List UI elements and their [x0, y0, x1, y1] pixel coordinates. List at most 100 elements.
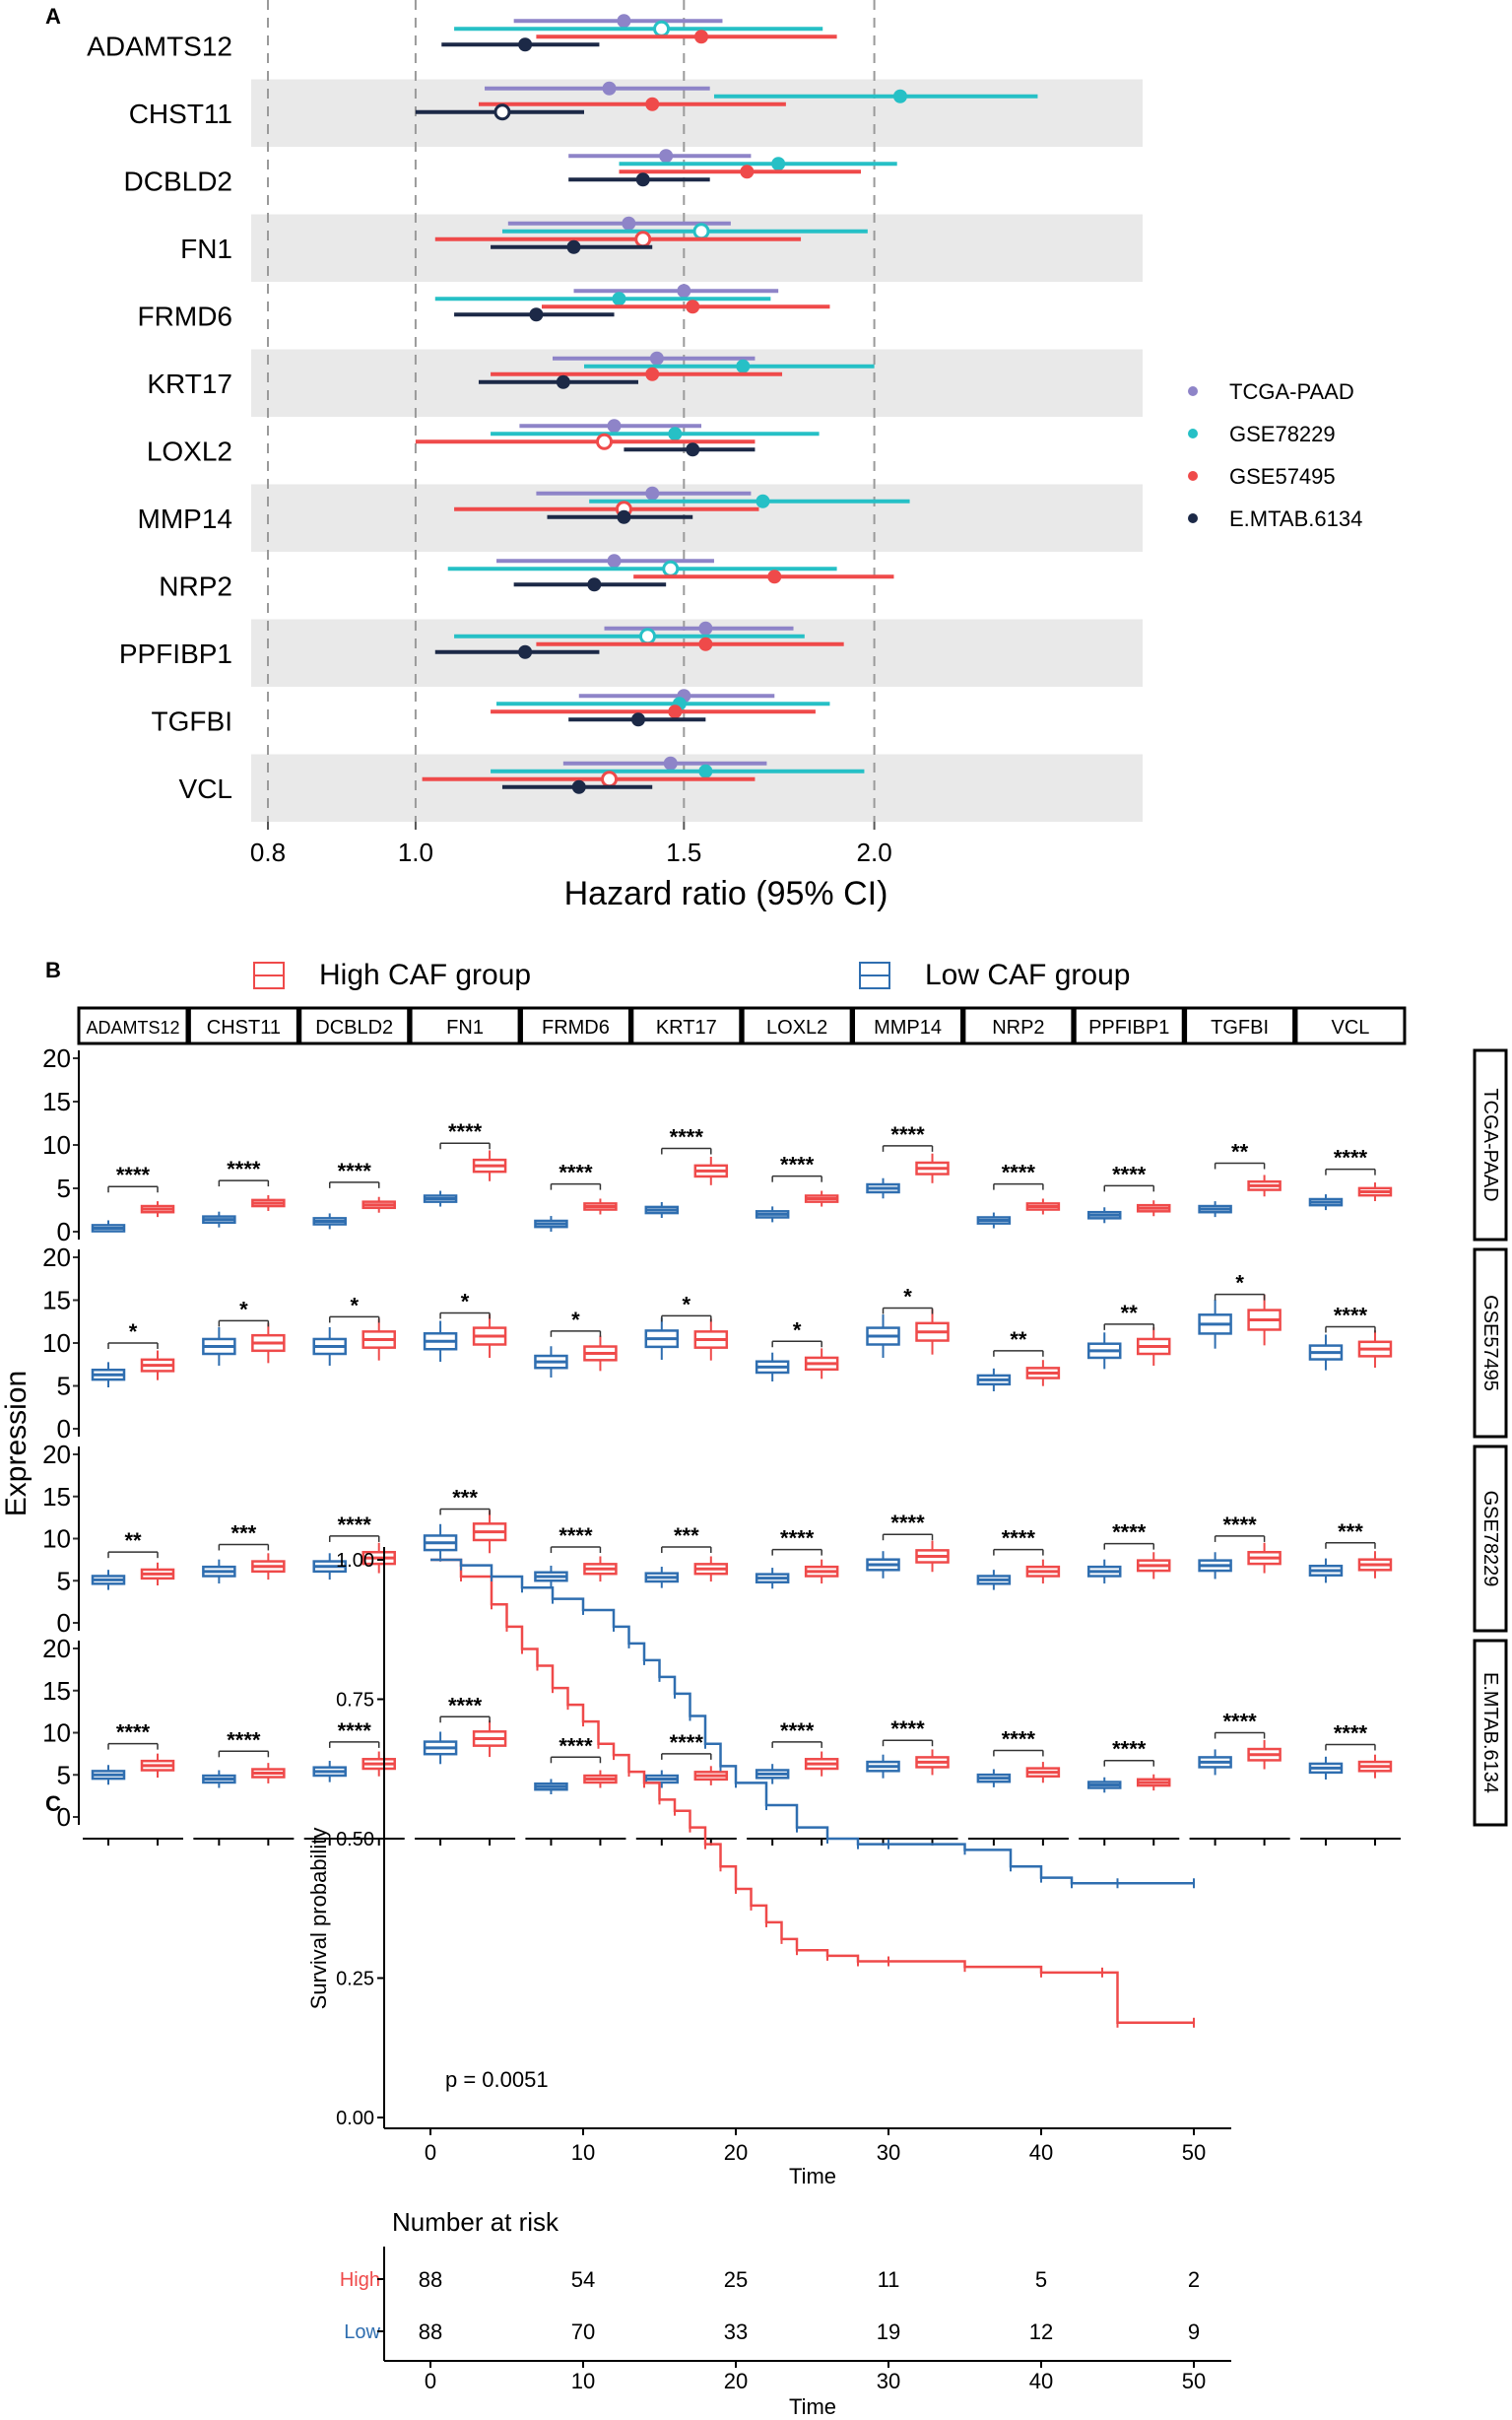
- sig-label-tcga-paad-mmp14: ****: [890, 1122, 925, 1147]
- boxplot-y-tick-tcga-paad-20: 20: [42, 1043, 71, 1073]
- forest-point-e-mtab-6134-mmp14: [617, 509, 631, 524]
- risk-row-label-low: Low: [344, 2321, 380, 2343]
- boxplot-panel: B High CAF group Low CAF group 0 5 10 15 20 TC…: [0, 958, 1508, 1846]
- forest-point-tcga-paad-nrp2: [607, 554, 622, 569]
- forest-point-e-mtab-6134-vcl: [571, 779, 586, 794]
- sig-label-e-mtab-6134-loxl2: ****: [780, 1718, 815, 1743]
- forest-point-tcga-paad-ppfibp1: [698, 621, 713, 636]
- legend-label-e-mtab-6134: E.MTAB.6134: [1229, 506, 1362, 531]
- forest-point-gse57495-frmd6: [686, 300, 700, 314]
- km-y-tick-1.00: 1.00: [336, 1550, 374, 1572]
- sig-label-gse57495-dcbld2: *: [350, 1293, 359, 1317]
- km-x-tick-50: 50: [1182, 2140, 1206, 2165]
- forest-x-tick-label-3: 2.0: [857, 838, 892, 867]
- facet-header-label-tgfbi: TGFBI: [1211, 1017, 1269, 1039]
- forest-point-gse57495-krt17: [645, 367, 660, 381]
- forest-plot-panel: A ADAMTS12 CHST11 DCBLD2 FN1 FRMD6 KRT17 LOXL2…: [45, 0, 1362, 912]
- km-x-axis-title: Time: [789, 2164, 836, 2188]
- forest-point-gse78229-dcbld2: [771, 157, 786, 171]
- sig-label-gse78229-loxl2: ****: [780, 1526, 815, 1551]
- sig-label-gse57495-vcl: ****: [1334, 1303, 1368, 1327]
- forest-point-e-mtab-6134-nrp2: [587, 577, 602, 592]
- survival-panel: C 0.000.250.500.751.000 10 20 30 40 50 Surviv…: [45, 1547, 1231, 2419]
- facet-header-dcbld2: [298, 1006, 411, 1045]
- km-y-axis-title: Survival probability: [306, 1828, 331, 2010]
- sig-label-e-mtab-6134-dcbld2: ****: [338, 1718, 372, 1743]
- risk-value-high-0: 88: [419, 2267, 442, 2292]
- risk-value-high-20: 25: [724, 2267, 748, 2292]
- sig-label-e-mtab-6134-nrp2: ****: [1002, 1726, 1036, 1751]
- sig-label-gse57495-ppfibp1: **: [1121, 1301, 1139, 1325]
- forest-x-tick-label-0: 0.8: [250, 838, 286, 867]
- facet-strip-gse78229: [1473, 1445, 1508, 1633]
- sig-label-gse78229-tgfbi: ****: [1222, 1512, 1257, 1537]
- sig-label-e-mtab-6134-tgfbi: ****: [1222, 1710, 1257, 1734]
- sig-label-gse78229-frmd6: ****: [559, 1523, 593, 1548]
- risk-x-tick-0: 0: [425, 2369, 436, 2393]
- km-y-tick-0.50: 0.50: [336, 1829, 374, 1850]
- forest-point-gse57495-nrp2: [767, 570, 782, 584]
- boxplot-y-tick-e-mtab-6134-10: 10: [42, 1718, 71, 1748]
- facet-header-label-mmp14: MMP14: [874, 1017, 942, 1039]
- boxplot-y-tick-gse78229-15: 15: [42, 1482, 71, 1512]
- risk-value-high-30: 11: [878, 2267, 900, 2292]
- boxplot-y-tick-tcga-paad-10: 10: [42, 1130, 71, 1160]
- forest-point-gse78229-loxl2: [668, 427, 683, 441]
- forest-point-gse78229-nrp2: [662, 560, 680, 577]
- forest-point-gse78229-frmd6: [612, 292, 626, 306]
- risk-table-title: Number at risk: [392, 2207, 559, 2237]
- sig-label-e-mtab-6134-chst11: ****: [227, 1727, 261, 1752]
- sig-label-e-mtab-6134-ppfibp1: ****: [1112, 1737, 1147, 1762]
- forest-point-e-mtab-6134-dcbld2: [635, 172, 650, 187]
- forest-point-e-mtab-6134-chst11: [493, 103, 511, 121]
- forest-x-tick-label-2: 1.5: [666, 838, 701, 867]
- forest-gene-label-fn1: FN1: [180, 234, 232, 264]
- sig-label-gse78229-krt17: ***: [674, 1523, 699, 1548]
- sig-label-e-mtab-6134-frmd6: ****: [559, 1733, 593, 1758]
- facet-header-vcl: [1294, 1006, 1407, 1045]
- risk-row-label-high: High: [340, 2269, 380, 2291]
- forest-gene-label-vcl: VCL: [179, 773, 232, 804]
- forest-point-e-mtab-6134-ppfibp1: [518, 644, 533, 659]
- boxplot-y-tick-e-mtab-6134-0: 0: [57, 1802, 71, 1832]
- km-curve-high: [430, 1558, 1194, 2025]
- sig-label-tcga-paad-adamts12: ****: [116, 1163, 151, 1187]
- sig-label-tcga-paad-loxl2: ****: [780, 1153, 815, 1177]
- legend-key-gse57495: [1188, 471, 1198, 481]
- sig-label-gse78229-chst11: ***: [231, 1520, 257, 1545]
- facet-header-label-vcl: VCL: [1332, 1017, 1370, 1039]
- forest-point-gse57495-dcbld2: [740, 165, 755, 179]
- boxplot-y-tick-gse57495-0: 0: [57, 1414, 71, 1444]
- risk-value-high-50: 2: [1188, 2267, 1200, 2292]
- km-x-tick-30: 30: [877, 2140, 900, 2165]
- forest-point-e-mtab-6134-frmd6: [529, 307, 544, 322]
- facet-header-krt17: [630, 1006, 743, 1045]
- forest-point-e-mtab-6134-loxl2: [686, 442, 700, 457]
- boxplot-y-tick-gse57495-10: 10: [42, 1328, 71, 1358]
- sig-label-gse57495-tgfbi: *: [1235, 1271, 1244, 1296]
- forest-point-tcga-paad-loxl2: [607, 419, 622, 434]
- sig-label-gse57495-fn1: *: [461, 1289, 470, 1313]
- sig-label-gse78229-dcbld2: ****: [338, 1512, 372, 1537]
- facet-header-label-loxl2: LOXL2: [766, 1017, 827, 1039]
- forest-point-gse78229-vcl: [698, 764, 713, 778]
- forest-point-gse57495-fn1: [634, 231, 652, 248]
- forest-gene-label-ppfibp1: PPFIBP1: [119, 639, 232, 669]
- risk-value-low-20: 33: [724, 2319, 748, 2344]
- facet-strip-e-mtab-6134: [1473, 1639, 1508, 1827]
- risk-value-low-40: 12: [1029, 2319, 1053, 2344]
- forest-gene-label-krt17: KRT17: [147, 369, 232, 399]
- boxplot-y-tick-tcga-paad-15: 15: [42, 1087, 71, 1116]
- forest-point-gse78229-mmp14: [756, 494, 770, 508]
- facet-header-ppfibp1: [1073, 1006, 1185, 1045]
- forest-point-gse78229-ppfibp1: [639, 628, 657, 645]
- km-x-tick-20: 20: [724, 2140, 748, 2165]
- risk-value-low-50: 9: [1188, 2319, 1200, 2344]
- facet-header-label-fn1: FN1: [446, 1017, 484, 1039]
- sig-label-gse57495-loxl2: *: [793, 1317, 802, 1342]
- risk-table: High 88 54 25 11 5 2 Low 88 70 33 19 12 9 0 10 20 30 40 50: [340, 2247, 1231, 2393]
- sig-label-e-mtab-6134-krt17: ****: [670, 1730, 704, 1755]
- panel-label-b: B: [45, 958, 61, 982]
- forest-point-e-mtab-6134-tgfbi: [630, 712, 645, 727]
- forest-point-tcga-paad-dcbld2: [659, 149, 674, 164]
